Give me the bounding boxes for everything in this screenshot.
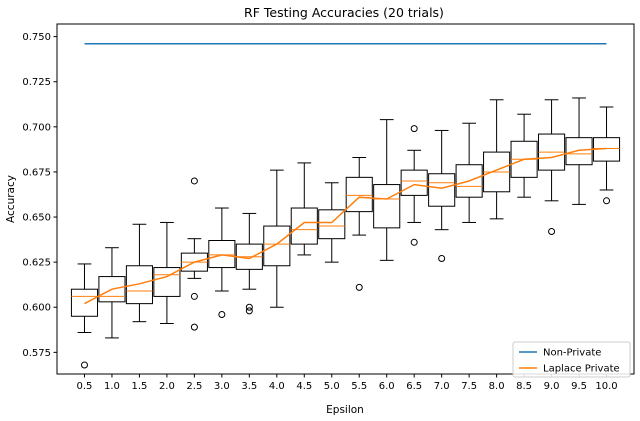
y-tick-label: 0.600	[22, 303, 51, 314]
box-group	[153, 221, 181, 324]
outlier-point	[410, 125, 418, 133]
x-tick-label: 3.5	[241, 381, 257, 392]
series-line	[84, 147, 607, 305]
box-group	[538, 99, 566, 235]
legend-box	[512, 341, 631, 378]
box-group	[510, 113, 538, 198]
series-lines	[84, 43, 607, 305]
x-tick-label: 9.5	[571, 381, 587, 392]
legend-label: Non-Private	[543, 348, 601, 359]
box-iqr	[345, 176, 373, 213]
x-tick-label: 9.0	[544, 381, 560, 392]
y-tick-label: 0.575	[22, 348, 51, 359]
box-iqr	[290, 207, 318, 245]
box-iqr	[153, 267, 181, 297]
box-group	[483, 99, 511, 220]
x-tick-label: 5.0	[324, 381, 340, 392]
box-group	[263, 169, 291, 308]
box-group	[180, 177, 208, 331]
outlier-point	[355, 283, 363, 291]
y-tick-label: 0.650	[22, 213, 51, 224]
outlier-point	[245, 303, 253, 311]
outlier-point	[603, 197, 611, 205]
boxplots	[70, 97, 621, 369]
outlier-point	[80, 361, 88, 369]
box-iqr	[208, 239, 236, 269]
x-axis-label: Epsilon	[326, 404, 364, 416]
x-tick-label: 2.0	[159, 381, 175, 392]
box-group	[565, 97, 593, 205]
x-tick-label: 6.0	[379, 381, 395, 392]
x-tick-label: 1.0	[104, 381, 120, 392]
x-tick-label: 5.5	[351, 381, 367, 392]
y-tick-label: 0.725	[22, 77, 51, 88]
x-tick-label: 1.5	[131, 381, 147, 392]
box-iqr	[455, 164, 483, 198]
box-iqr	[428, 173, 456, 207]
outlier-point	[190, 177, 198, 185]
box-iqr	[565, 137, 593, 166]
x-tick-label: 2.5	[186, 381, 202, 392]
x-tick-label: 7.5	[461, 381, 477, 392]
box-iqr	[400, 169, 428, 196]
x-tick-label: 4.5	[296, 381, 312, 392]
box-group	[373, 119, 401, 261]
y-tick-label: 0.700	[22, 122, 51, 133]
box-iqr	[98, 276, 126, 303]
outlier-point	[190, 323, 198, 331]
outlier-point	[245, 307, 253, 315]
box-iqr	[125, 265, 153, 305]
box-group	[592, 106, 621, 205]
y-tick-label: 0.750	[22, 32, 51, 43]
y-axis: 0.575 0.600 0.625 0.650 0.675 0.700 0.725 0.750	[22, 32, 57, 359]
box-group	[208, 207, 236, 318]
box-iqr	[318, 209, 346, 240]
box-group	[98, 247, 126, 339]
box-group	[400, 125, 428, 246]
outlier-point	[548, 227, 556, 235]
y-axis-label: Accuracy	[5, 175, 17, 223]
box-group	[235, 212, 263, 315]
chart-title: RF Testing Accuracies (20 trials)	[244, 5, 444, 20]
box-group	[70, 263, 99, 369]
box-group	[345, 157, 373, 291]
outlier-point	[190, 292, 198, 300]
legend: Non-Private Laplace Private	[512, 341, 631, 378]
box-iqr	[373, 184, 401, 229]
box-group	[455, 122, 483, 223]
box-iqr	[70, 288, 99, 317]
x-tick-label: 8.0	[489, 381, 505, 392]
x-tick-label: 0.5	[77, 381, 93, 392]
legend-label: Laplace Private	[543, 364, 620, 375]
x-tick-label: 6.5	[406, 381, 422, 392]
box-iqr	[263, 225, 291, 267]
box-group	[318, 182, 346, 263]
x-tick-label: 3.0	[214, 381, 230, 392]
box-group	[428, 129, 456, 263]
outlier-point	[410, 238, 418, 246]
plot-frame	[56, 23, 635, 375]
x-tick-label: 7.0	[434, 381, 450, 392]
x-tick-label: 10.0	[595, 381, 617, 392]
x-axis: 0.5 1.0 1.5 2.0 2.5 3.0 3.5 4.0 4.5 5.0 5.5 6.0 6.5 7…	[77, 374, 618, 392]
y-tick-label: 0.675	[22, 167, 51, 178]
outlier-point	[438, 255, 446, 263]
x-tick-label: 8.5	[516, 381, 532, 392]
box-group	[125, 223, 153, 323]
box-group	[290, 162, 318, 256]
outlier-point	[218, 310, 226, 318]
x-tick-label: 4.0	[269, 381, 285, 392]
y-tick-label: 0.625	[22, 258, 51, 269]
